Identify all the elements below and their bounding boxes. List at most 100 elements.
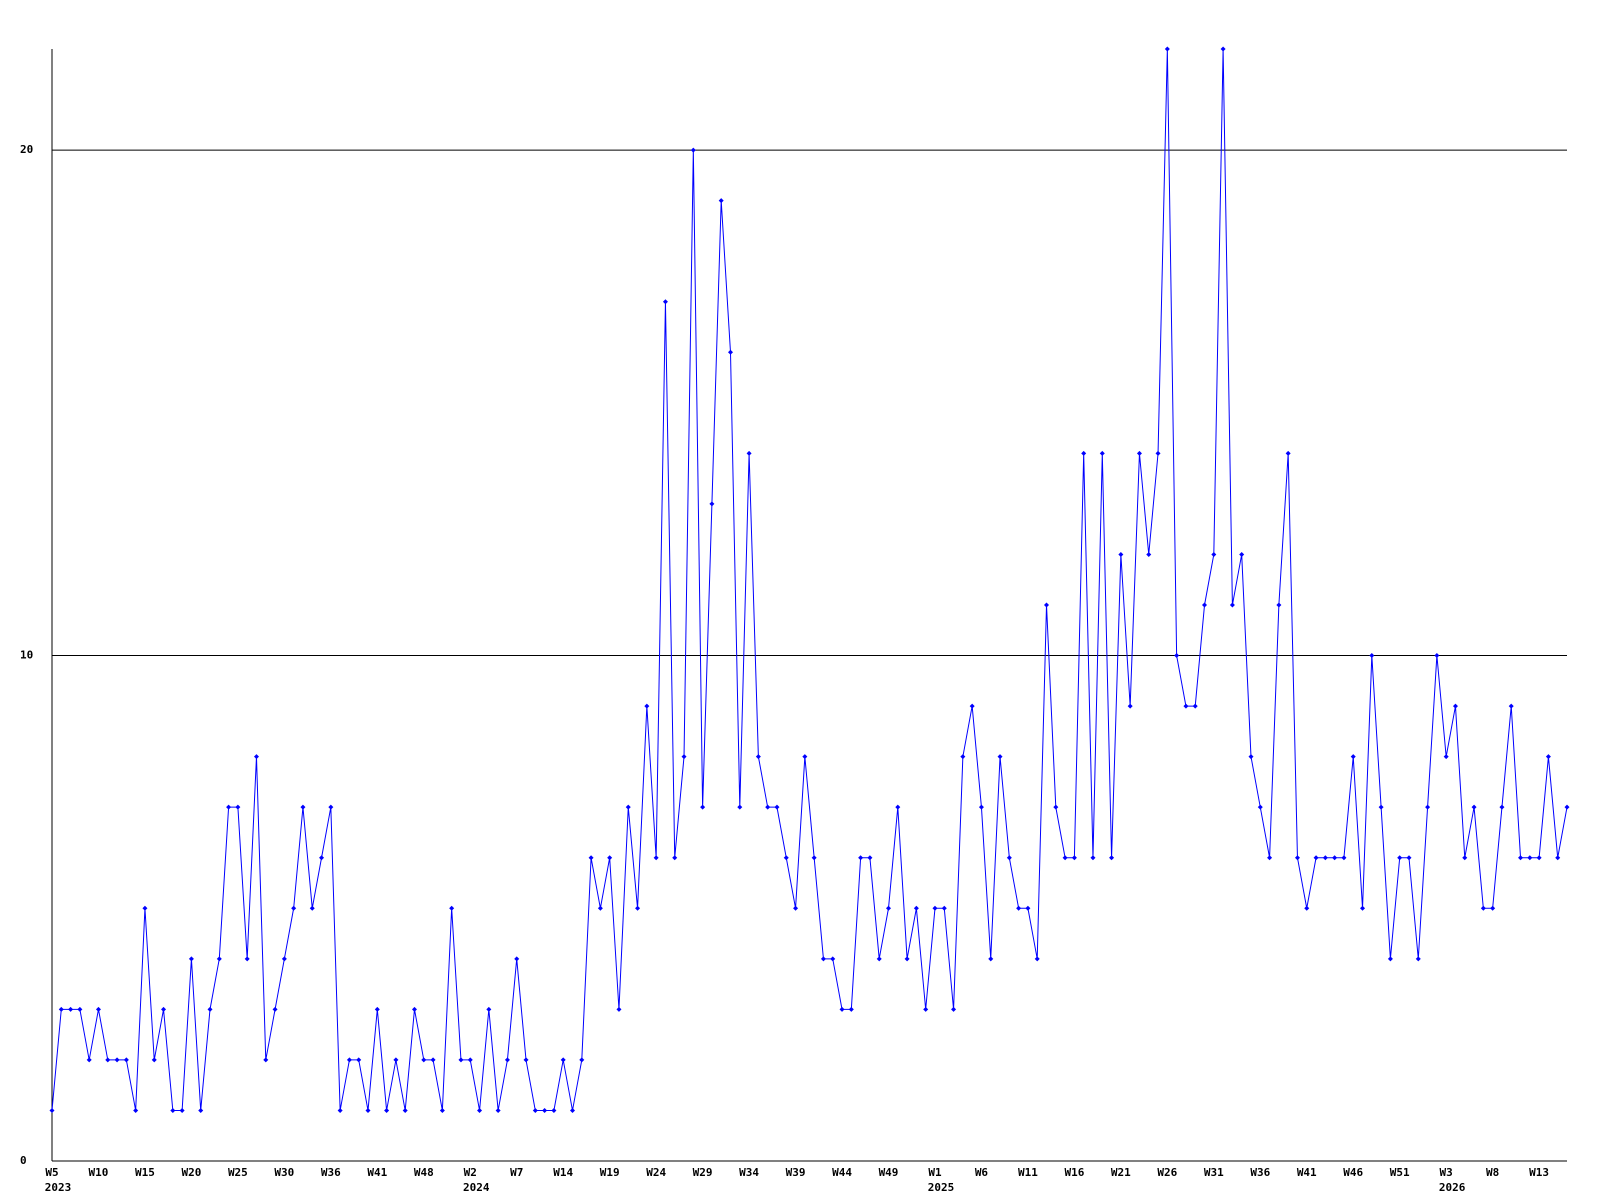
data-point	[1006, 855, 1012, 861]
x-tick-label: W30	[274, 1166, 294, 1179]
data-point	[384, 1107, 390, 1113]
data-point	[328, 804, 334, 810]
data-point	[244, 956, 250, 962]
data-point	[486, 1006, 492, 1012]
data-point	[997, 754, 1003, 760]
data-point	[263, 1057, 269, 1063]
x-tick-label: W16	[1064, 1166, 1084, 1179]
data-point	[402, 1107, 408, 1113]
data-point	[86, 1057, 92, 1063]
data-point	[1276, 602, 1282, 608]
x-tick-label: W7	[510, 1166, 523, 1179]
data-point	[1415, 956, 1421, 962]
data-point	[170, 1107, 176, 1113]
data-point	[1322, 855, 1328, 861]
data-point	[1248, 754, 1254, 760]
x-tick-label: W48	[414, 1166, 434, 1179]
data-point	[607, 855, 613, 861]
data-point	[941, 905, 947, 911]
data-point	[1443, 754, 1449, 760]
data-point	[1434, 653, 1440, 659]
data-point	[430, 1057, 436, 1063]
data-point	[114, 1057, 120, 1063]
x-tick-label: W5	[45, 1166, 58, 1179]
data-point	[514, 956, 520, 962]
x-tick-label: W1	[928, 1166, 942, 1179]
data-point	[1239, 551, 1245, 557]
x-tick-label: W2	[464, 1166, 477, 1179]
data-point	[1387, 956, 1393, 962]
x-year-label: 2025	[928, 1181, 955, 1194]
x-tick-label: W10	[89, 1166, 109, 1179]
y-tick-label: 20	[20, 143, 33, 156]
x-tick-label: W36	[321, 1166, 341, 1179]
data-point	[356, 1057, 362, 1063]
y-tick-label: 10	[20, 649, 33, 662]
x-tick-label: W6	[975, 1166, 989, 1179]
data-point	[672, 855, 678, 861]
data-point	[1360, 905, 1366, 911]
data-point	[1536, 855, 1542, 861]
data-point	[1099, 450, 1105, 456]
data-point	[365, 1107, 371, 1113]
data-point	[411, 1006, 417, 1012]
data-point	[793, 905, 799, 911]
data-point	[1499, 804, 1505, 810]
data-point	[635, 905, 641, 911]
data-point	[1313, 855, 1319, 861]
data-point	[291, 905, 297, 911]
y-tick-label: 0	[20, 1154, 27, 1167]
data-point	[49, 1107, 55, 1113]
x-tick-label: W14	[553, 1166, 573, 1179]
data-point	[1555, 855, 1561, 861]
data-point	[1452, 703, 1458, 709]
data-point	[830, 956, 836, 962]
x-year-label: 2026	[1439, 1181, 1466, 1194]
data-point	[477, 1107, 483, 1113]
data-point	[727, 349, 733, 355]
x-tick-label: W39	[786, 1166, 806, 1179]
data-point	[653, 855, 659, 861]
data-point	[960, 754, 966, 760]
data-point	[1044, 602, 1050, 608]
x-tick-label: W49	[879, 1166, 899, 1179]
data-point	[867, 855, 873, 861]
data-point	[216, 956, 222, 962]
data-point	[1341, 855, 1347, 861]
data-point	[253, 754, 259, 760]
data-point	[458, 1057, 464, 1063]
data-point	[226, 804, 232, 810]
x-year-label: 2024	[463, 1181, 490, 1194]
data-point	[1285, 450, 1291, 456]
data-point	[1034, 956, 1040, 962]
data-point	[1294, 855, 1300, 861]
data-point	[700, 804, 706, 810]
x-tick-label: W21	[1111, 1166, 1131, 1179]
x-tick-label: W44	[832, 1166, 852, 1179]
data-point	[179, 1107, 185, 1113]
data-point	[495, 1107, 501, 1113]
data-point	[709, 501, 715, 507]
data-point	[68, 1006, 74, 1012]
data-point	[1053, 804, 1059, 810]
data-point	[188, 956, 194, 962]
data-point	[737, 804, 743, 810]
data-point	[1155, 450, 1161, 456]
data-point	[235, 804, 241, 810]
data-point	[1229, 602, 1235, 608]
data-point	[1016, 905, 1022, 911]
data-point	[1136, 450, 1142, 456]
data-point	[858, 855, 864, 861]
data-point	[1471, 804, 1477, 810]
data-point	[746, 450, 752, 456]
x-tick-label: W19	[600, 1166, 620, 1179]
data-point	[988, 956, 994, 962]
data-point	[281, 956, 287, 962]
data-point	[1397, 855, 1403, 861]
x-tick-label: W3	[1440, 1166, 1453, 1179]
data-line	[51, 48, 1568, 1111]
data-point	[1257, 804, 1263, 810]
x-tick-label: W34	[739, 1166, 759, 1179]
data-point	[560, 1057, 566, 1063]
data-point	[811, 855, 817, 861]
